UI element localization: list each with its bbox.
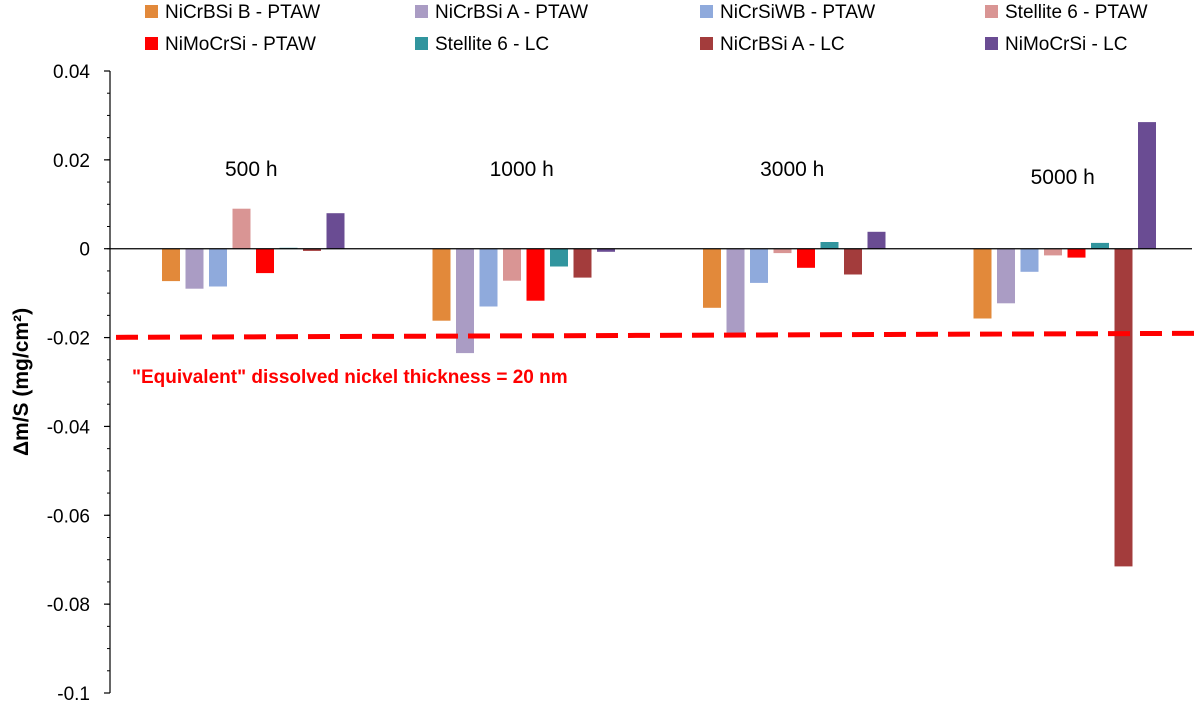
category-label: 500 h xyxy=(225,158,278,181)
bar xyxy=(1138,122,1156,249)
legend-swatch xyxy=(985,37,998,50)
bar xyxy=(432,248,451,321)
legend-swatch xyxy=(700,5,713,18)
legend-swatch xyxy=(415,37,428,50)
bars xyxy=(162,122,1156,567)
bar xyxy=(750,248,768,283)
legend-label: NiCrBSi A - PTAW xyxy=(435,2,588,23)
legend: NiCrBSi B - PTAW NiCrBSi A - PTAW NiCrSiWB… xyxy=(145,2,1148,55)
legend-swatch xyxy=(145,37,158,50)
bar xyxy=(867,231,886,249)
reference-line xyxy=(115,330,1195,340)
bar xyxy=(256,248,274,274)
bar xyxy=(797,248,815,268)
y-tick-label: 0 xyxy=(79,240,90,261)
bar xyxy=(703,248,721,308)
bar xyxy=(1091,242,1109,249)
bar xyxy=(973,248,992,319)
legend-label: NiCrBSi A - LC xyxy=(720,34,845,55)
legend-label: NiCrSiWB - PTAW xyxy=(720,2,875,23)
bar xyxy=(456,248,474,354)
bar xyxy=(1020,248,1039,272)
category-label: 3000 h xyxy=(760,158,824,181)
y-tick-label: -0.02 xyxy=(47,329,90,350)
bar xyxy=(326,213,345,249)
bar xyxy=(479,248,498,307)
bar xyxy=(573,248,592,278)
y-tick-label: 0.04 xyxy=(53,62,90,83)
legend-label: NiMoCrSi - LC xyxy=(1005,34,1127,55)
reference-line-label: "Equivalent" dissolved nickel thickness … xyxy=(132,367,568,388)
y-tick-label: -0.08 xyxy=(47,595,90,616)
bar xyxy=(503,248,521,281)
bar xyxy=(773,248,792,254)
bar xyxy=(597,248,615,252)
category-label: 5000 h xyxy=(1031,166,1095,189)
bar xyxy=(844,248,862,275)
bar xyxy=(1067,248,1086,258)
y-tick-label: 0.02 xyxy=(53,151,90,172)
bar xyxy=(185,248,204,289)
legend-label: NiCrBSi B - PTAW xyxy=(165,2,320,23)
bar xyxy=(303,248,321,251)
bar xyxy=(232,208,251,249)
legend-label: Stellite 6 - PTAW xyxy=(1005,2,1148,23)
y-axis: 0.04 0.02 0 -0.02 -0.04 -0.06 -0.08 -0.1 xyxy=(47,62,111,704)
y-tick-label: -0.04 xyxy=(47,417,91,438)
legend-swatch xyxy=(415,5,428,18)
y-axis-label: Δm/S (mg/cm²) xyxy=(10,308,33,456)
bar xyxy=(1114,248,1133,567)
legend-label: Stellite 6 - LC xyxy=(435,34,549,55)
bar xyxy=(209,248,227,287)
group-labels: 500 h 1000 h 3000 h 5000 h xyxy=(225,158,1095,189)
legend-swatch xyxy=(700,37,713,50)
y-tick-label: -0.1 xyxy=(57,684,90,704)
legend-swatch xyxy=(145,5,158,18)
bar xyxy=(820,242,839,249)
bar xyxy=(726,248,745,334)
legend-label: NiMoCrSi - PTAW xyxy=(165,34,316,55)
y-tick-label: -0.06 xyxy=(47,506,90,527)
category-label: 1000 h xyxy=(490,158,554,181)
legend-swatch xyxy=(985,5,998,18)
bar xyxy=(550,248,568,267)
bar xyxy=(162,248,180,282)
bar xyxy=(1044,248,1062,256)
bar xyxy=(526,248,545,301)
bar xyxy=(997,248,1015,304)
